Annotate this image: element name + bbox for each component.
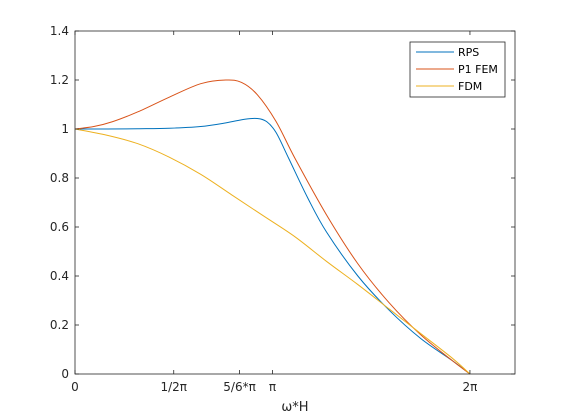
x-axis-title: ω*H [281,400,308,415]
series-layer [74,79,471,375]
x-tick-label-0: 0 [71,380,79,394]
series-line-2 [74,128,471,375]
ticks-layer: 0 1/2π 5/6*π π 2π 0 0.2 0.4 0.6 0.8 1 1.2 1.4 [50,24,515,394]
series-line-1 [74,79,471,375]
y-tick-label-6: 1.2 [50,73,69,87]
legend: RPS P1 FEM FDM [409,41,506,98]
y-tick-label-7: 1.4 [50,24,69,38]
x-tick-label-4: 2π [463,380,478,394]
x-tick-label-3: π [269,380,276,394]
y-tick-label-0: 0 [61,367,69,381]
legend-label-2: FDM [458,80,482,93]
y-tick-label-5: 1 [61,122,69,136]
y-tick-label-3: 0.6 [50,220,69,234]
y-tick-label-4: 0.8 [50,171,69,185]
legend-label-0: RPS [458,46,479,59]
legend-label-1: P1 FEM [458,63,498,76]
plot-frame [74,30,516,375]
x-tick-label-2: 5/6*π [223,380,256,394]
x-tick-label-1: 1/2π [160,380,187,394]
y-tick-label-2: 0.4 [50,269,69,283]
series-line-0 [74,117,471,375]
y-tick-label-1: 0.2 [50,318,69,332]
